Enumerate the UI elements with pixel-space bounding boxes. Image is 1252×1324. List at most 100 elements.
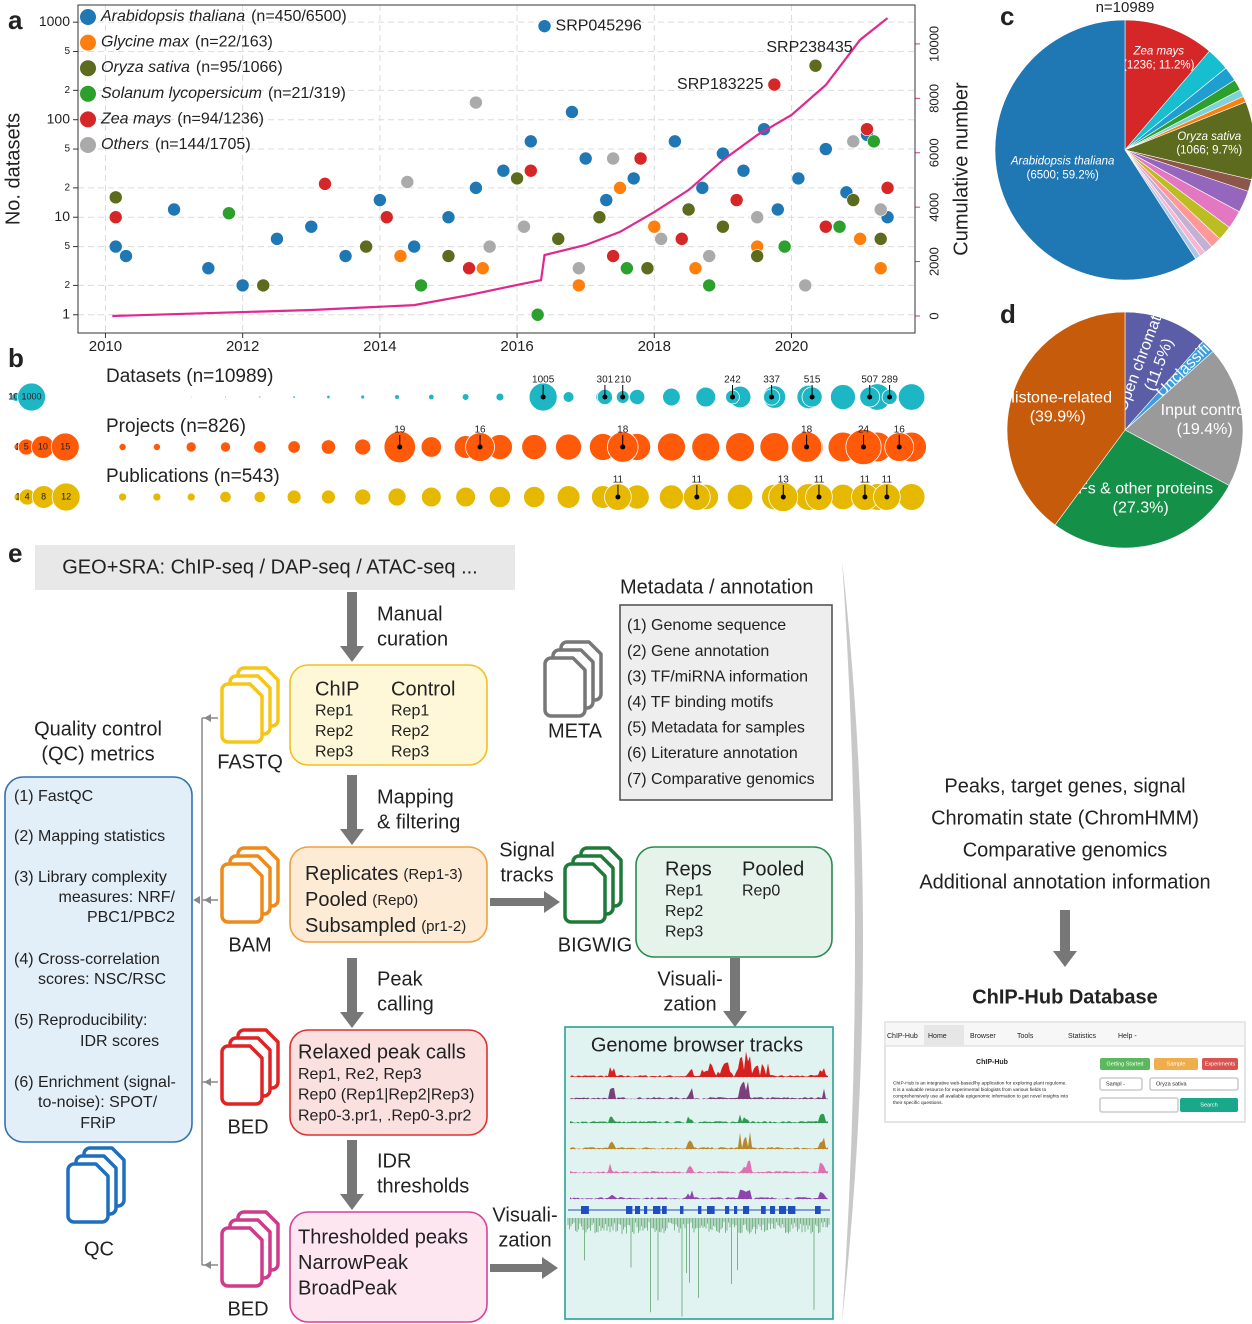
diagram-text: Browser — [970, 1033, 996, 1040]
bubble — [121, 395, 124, 399]
screenshot-search — [1180, 1098, 1238, 1112]
diagram-text: Rep3 — [315, 744, 353, 761]
diagram-text: thresholds — [377, 1175, 469, 1197]
data-point — [702, 278, 716, 293]
legend-note: (n=144/1705) — [155, 136, 251, 153]
gene-exon — [725, 1206, 730, 1214]
peak-dot — [477, 444, 483, 450]
diagram-text: ChIP-Hub — [976, 1059, 1008, 1066]
peak-dot — [861, 444, 867, 450]
gene-exon — [698, 1206, 702, 1214]
y-tick-label: 2 — [64, 183, 70, 194]
diagram-text: Thresholded peaks — [298, 1226, 468, 1248]
box-note: (pr1-2) — [421, 918, 466, 935]
y-tick-label: 1 — [62, 305, 70, 321]
diagram-text: GEO+SRA: ChIP-seq / DAP-seq / ATAC-seq .… — [62, 556, 478, 578]
diagram-text: & filtering — [377, 811, 460, 833]
size-legend-label: 15 — [60, 441, 70, 451]
bubble — [562, 391, 575, 403]
arrow-shaft — [490, 898, 546, 906]
data-point — [606, 151, 620, 166]
source-box — [35, 545, 515, 590]
x-tick-label: 2010 — [89, 338, 122, 355]
size-legend-label: 1 — [16, 491, 21, 501]
panel-label: b — [8, 343, 24, 373]
diagram-text: (6) Literature annotation — [627, 745, 798, 762]
gene-exon — [770, 1206, 776, 1214]
annotation: SRP045296 — [556, 17, 642, 34]
data-point — [572, 278, 586, 293]
row-name: Projects (n=826) — [106, 416, 246, 437]
diagram-text: ChIP — [315, 678, 359, 700]
data-point — [414, 278, 428, 293]
diagram-text: Visuali- — [657, 968, 722, 990]
data-point — [222, 206, 236, 220]
bubble — [118, 442, 127, 452]
slice-value-label: (1236; 11.2%) — [1123, 59, 1195, 71]
diagram-text: PBC1/PBC2 — [87, 909, 175, 926]
diagram-text: (6) Enrichment (signal- — [14, 1074, 176, 1091]
arrow-head — [340, 1194, 364, 1210]
screenshot-input — [1099, 1097, 1179, 1113]
y-tick-label: 2 — [64, 280, 70, 291]
data-point — [400, 175, 415, 189]
diagram-text: scores: NSC/RSC — [38, 971, 166, 988]
data-point — [524, 134, 538, 149]
data-point — [626, 171, 641, 186]
bubble — [185, 441, 197, 453]
peak-dot — [884, 494, 890, 500]
bubble — [662, 387, 681, 407]
bubble — [629, 388, 646, 406]
diagram-text: Visuali- — [492, 1204, 557, 1226]
diagram-text: curation — [377, 628, 448, 650]
data-point — [599, 193, 614, 207]
peak-label: 13 — [778, 475, 790, 486]
legend-name: Solanum lycopersicum — [101, 85, 262, 102]
diagram-text: (QC) metrics — [41, 743, 154, 765]
bracket-arrow — [204, 896, 211, 904]
bubble — [253, 490, 266, 504]
diagram-text: Comparative genomics — [963, 839, 1168, 861]
size-legend-bubble — [50, 432, 80, 462]
arrow-head — [340, 829, 364, 845]
pie-slice — [1124, 19, 1210, 151]
diagram-text: to-noise): SPOT/ — [38, 1094, 158, 1111]
diagram-text: FRiP — [80, 1115, 116, 1132]
replicates-box — [289, 846, 488, 943]
legend-marker — [80, 9, 96, 25]
box-note: (Rep0) — [372, 892, 418, 909]
peak-label: 11 — [882, 475, 893, 486]
diagram-text: Additional annotation information — [919, 871, 1210, 893]
diagram-text: (2) Gene annotation — [627, 643, 769, 660]
diagram-text: ChIP-Hub — [887, 1033, 918, 1040]
peak-dot — [540, 394, 546, 400]
legend-note: (n=95/1066) — [196, 59, 283, 76]
data-point — [108, 210, 123, 225]
diagram-text: Signal — [499, 839, 555, 861]
data-point — [798, 278, 813, 293]
arrow-shaft — [730, 958, 740, 1013]
bubble — [287, 440, 301, 454]
legend-entry: Others (n=144/1705) — [101, 136, 251, 153]
y-tick-label: 100 — [47, 110, 71, 126]
diagram-text: Rep1 — [315, 703, 353, 720]
data-point — [654, 232, 668, 246]
slice-label: Arabidopsis thaliana (6500; 59.2%) — [1010, 156, 1115, 182]
peak-label: 337 — [763, 375, 780, 386]
gene-exon — [644, 1206, 648, 1214]
diagram-text: Rep1, Re2, Rep3 — [298, 1066, 422, 1083]
bubble — [320, 439, 337, 455]
bubble — [190, 395, 193, 399]
slice-value-label: (27.3%) — [1113, 500, 1169, 517]
diagram-text: e — [8, 538, 22, 568]
peak-dot — [780, 494, 786, 500]
data-point — [819, 219, 833, 234]
data-point — [860, 122, 874, 136]
y2-tick-label: 0 — [926, 312, 941, 319]
peak-dot — [809, 394, 815, 400]
peak-label: 11 — [860, 475, 871, 486]
data-point — [633, 151, 648, 166]
slice-name: Histone-related — [1003, 390, 1112, 407]
peak-label: 11 — [692, 475, 703, 486]
gene-exon — [662, 1206, 667, 1214]
